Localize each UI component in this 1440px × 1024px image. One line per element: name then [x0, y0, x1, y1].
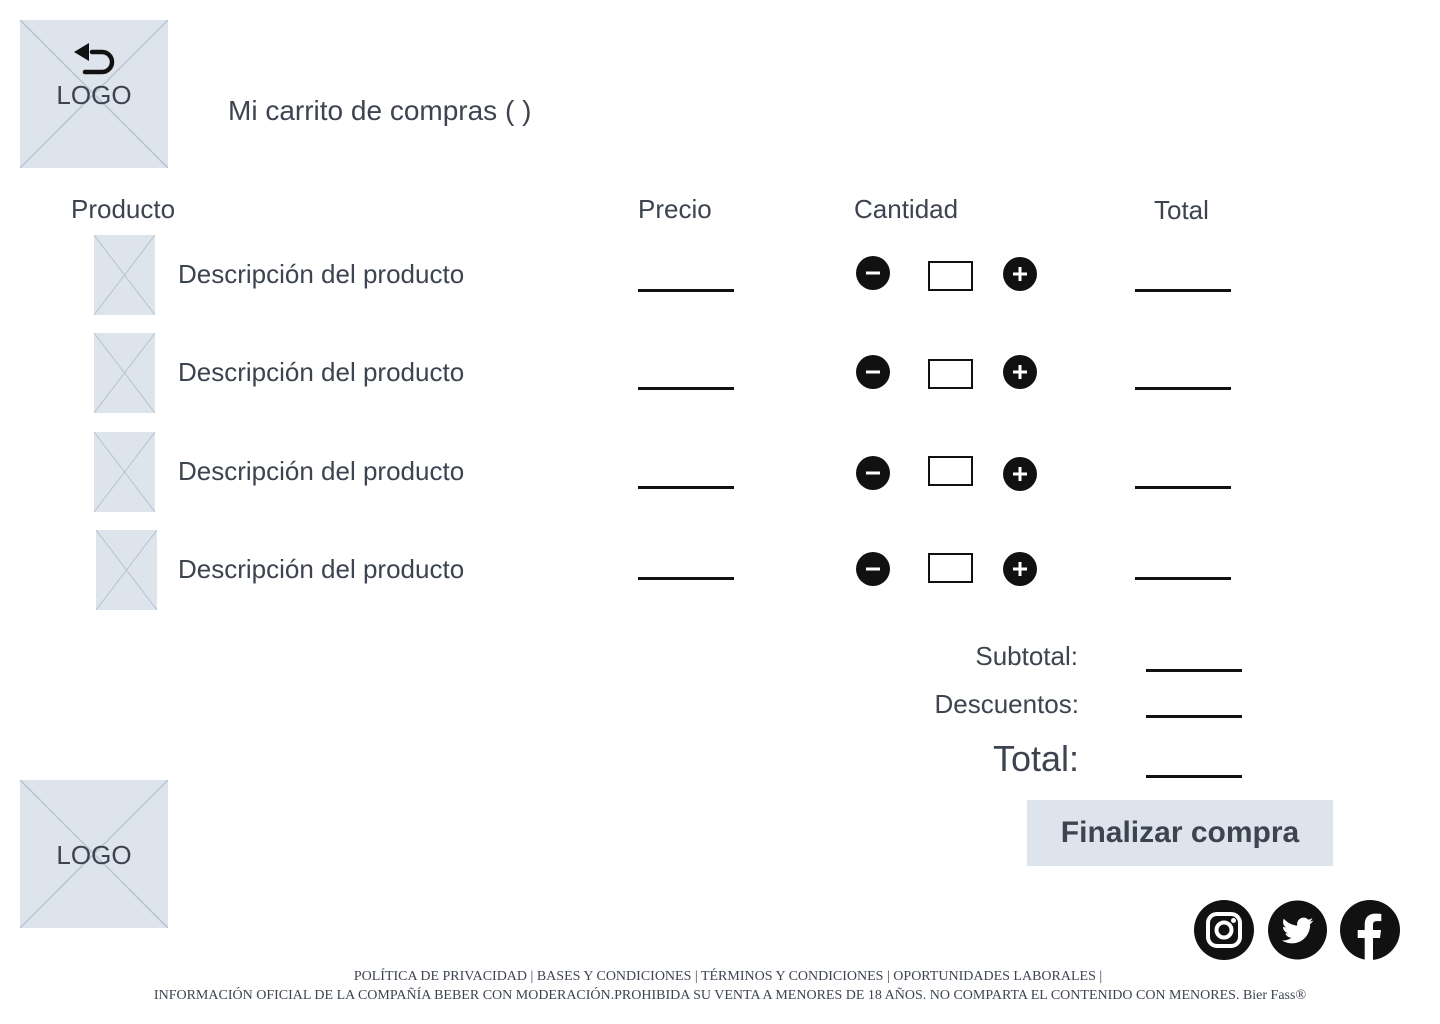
subtotal-label: Subtotal:: [975, 641, 1078, 671]
row-total-value: [1135, 486, 1231, 489]
link-separator: |: [691, 969, 701, 984]
privacy-policy-link[interactable]: POLÍTICA DE PRIVACIDAD: [353, 969, 528, 984]
quantity-input[interactable]: [928, 261, 973, 291]
decrease-quantity-button[interactable]: [856, 256, 890, 290]
table-row: Descripción del producto: [0, 530, 1440, 610]
price-value: [638, 486, 734, 489]
logo-text: LOGO: [56, 840, 132, 870]
table-row: Descripción del producto: [0, 235, 1440, 315]
header-logo-back[interactable]: LOGO: [20, 20, 168, 168]
plus-circle-icon: [1013, 562, 1027, 576]
decrease-quantity-button[interactable]: [856, 355, 890, 389]
column-header-price: Precio: [638, 194, 712, 224]
terms-conditions-link[interactable]: TÉRMINOS Y CONDICIONES: [700, 969, 884, 984]
price-value: [638, 387, 734, 390]
finish-purchase-button[interactable]: Finalizar compra: [1027, 800, 1333, 866]
increase-quantity-button[interactable]: [1003, 457, 1037, 491]
logo-text: LOGO: [56, 80, 132, 110]
product-image: [94, 333, 155, 413]
decrease-quantity-button[interactable]: [856, 552, 890, 586]
column-header-product: Producto: [71, 194, 176, 224]
plus-circle-icon: [1013, 267, 1027, 281]
row-total-value: [1135, 387, 1231, 390]
price-value: [638, 577, 734, 580]
product-image: [94, 235, 155, 315]
placeholder-cross: [20, 780, 168, 928]
price-value: [638, 289, 734, 292]
product-image: [96, 530, 157, 610]
increase-quantity-button[interactable]: [1003, 552, 1037, 586]
table-row: Descripción del producto: [0, 432, 1440, 512]
terms-bases-link[interactable]: BASES Y CONDICIONES: [536, 969, 692, 984]
footer-links: POLÍTICA DE PRIVACIDAD | BASES Y CONDICI…: [0, 969, 1440, 985]
plus-circle-icon: [1013, 365, 1027, 379]
row-total-value: [1135, 289, 1231, 292]
page-title: Mi carrito de compras ( ): [228, 95, 532, 126]
row-total-value: [1135, 577, 1231, 580]
quantity-input[interactable]: [928, 359, 973, 389]
minus-circle-icon: [866, 271, 880, 275]
increase-quantity-button[interactable]: [1003, 355, 1037, 389]
quantity-input[interactable]: [928, 456, 973, 486]
link-separator: |: [1095, 969, 1103, 984]
footer-logo: LOGO: [20, 780, 168, 928]
plus-circle-icon: [1013, 467, 1027, 481]
column-header-quantity: Cantidad: [854, 194, 959, 224]
increase-quantity-button[interactable]: [1003, 257, 1037, 291]
table-row: Descripción del producto: [0, 333, 1440, 413]
decrease-quantity-button[interactable]: [856, 456, 890, 490]
instagram-icon[interactable]: [1194, 900, 1254, 960]
minus-circle-icon: [866, 567, 880, 571]
product-image: [94, 432, 155, 512]
job-opportunities-link[interactable]: OPORTUNIDADES LABORALES: [893, 969, 1096, 984]
subtotal-value: [1146, 669, 1242, 672]
discounts-label: Descuentos:: [934, 689, 1079, 719]
column-header-total: Total: [1154, 195, 1209, 225]
link-separator: |: [883, 969, 894, 984]
total-value: [1146, 775, 1242, 778]
placeholder-cross: [20, 20, 168, 168]
product-description: Descripción del producto: [178, 456, 465, 486]
footer-legal-text: INFORMACIÓN OFICIAL DE LA COMPAÑÍA BEBER…: [153, 988, 1307, 1003]
product-description: Descripción del producto: [178, 259, 465, 289]
twitter-icon[interactable]: [1268, 900, 1327, 960]
link-separator: |: [527, 969, 537, 984]
undo-arrow-icon[interactable]: [72, 42, 118, 78]
discounts-value: [1146, 715, 1242, 718]
minus-circle-icon: [866, 370, 880, 374]
product-description: Descripción del producto: [178, 357, 465, 387]
total-label: Total:: [992, 738, 1079, 779]
product-description: Descripción del producto: [178, 554, 465, 584]
facebook-icon[interactable]: [1340, 900, 1400, 960]
minus-circle-icon: [866, 471, 880, 475]
quantity-input[interactable]: [928, 553, 973, 583]
